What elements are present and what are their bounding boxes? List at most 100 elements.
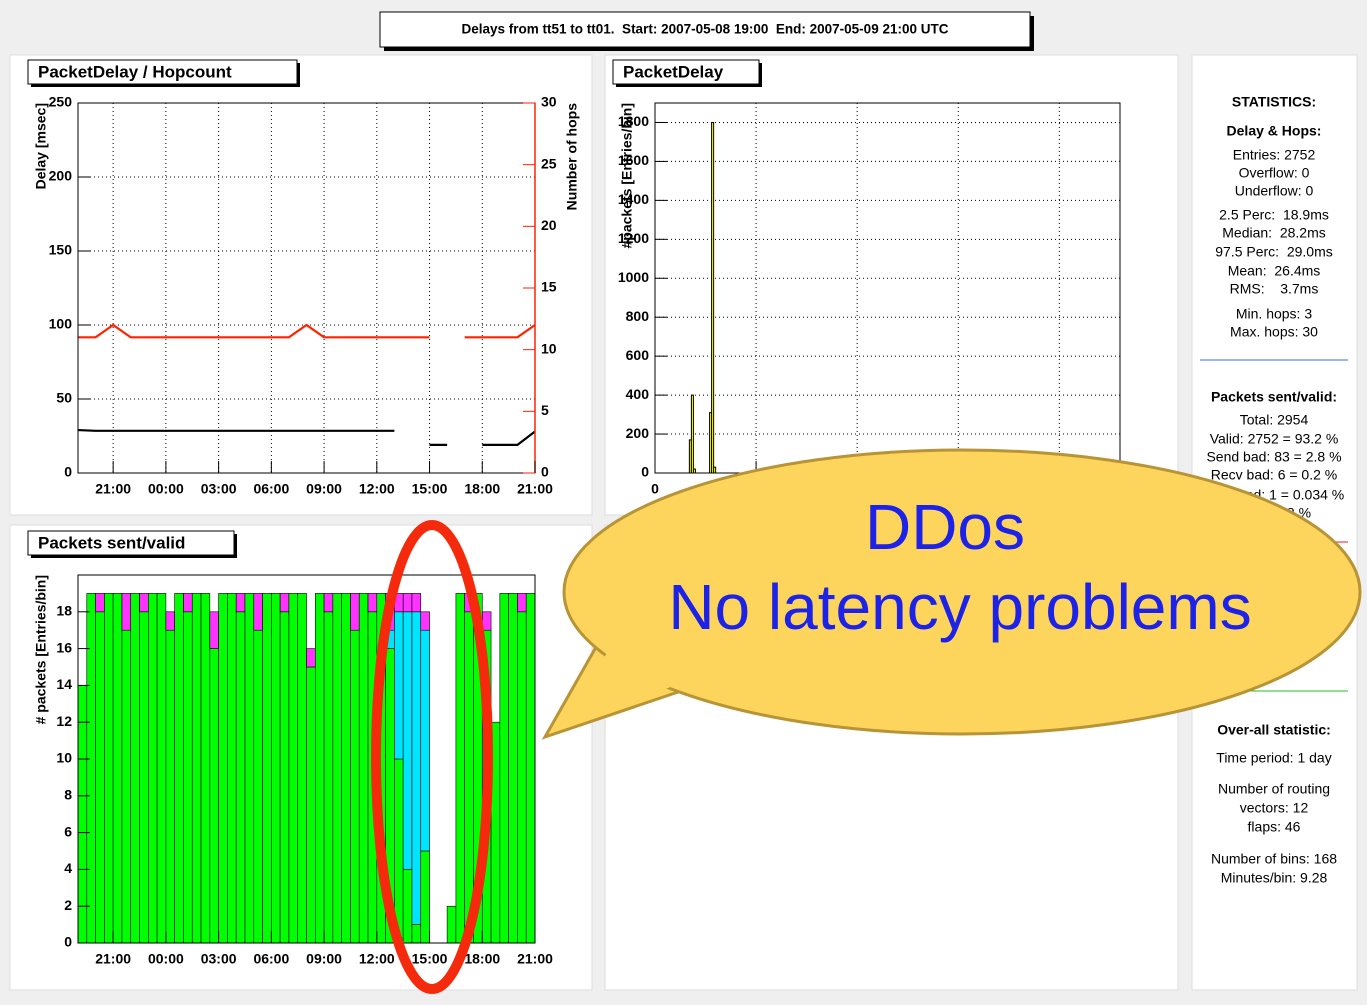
x-tick-label: 06:00 xyxy=(253,951,289,967)
y-tick-label: 250 xyxy=(49,94,73,110)
stack-segment xyxy=(140,612,149,943)
stack-segment xyxy=(280,612,289,943)
stack-segment xyxy=(166,612,175,630)
x-tick-label: 18:00 xyxy=(464,481,500,497)
callout-text: No latency problems xyxy=(668,571,1251,643)
stack-segment xyxy=(456,593,465,943)
stack-segment xyxy=(298,593,307,943)
chart-title: PacketDelay / Hopcount xyxy=(38,62,232,81)
stack-segment xyxy=(500,593,509,943)
stack-segment xyxy=(210,612,219,649)
y2-tick-label: 30 xyxy=(541,94,557,110)
x-tick-label: 06:00 xyxy=(253,481,289,497)
stack-segment xyxy=(421,612,430,630)
stack-segment xyxy=(96,593,105,611)
y2-tick-label: 0 xyxy=(541,464,549,480)
stats-line: Entries: 2752 xyxy=(1233,147,1316,163)
y-tick-label: 6 xyxy=(64,823,72,839)
stack-segment xyxy=(465,612,474,943)
stack-segment xyxy=(517,593,526,611)
hist-bar xyxy=(712,122,714,473)
stack-segment xyxy=(324,593,333,611)
x-tick-label: 09:00 xyxy=(306,951,342,967)
stack-segment xyxy=(254,630,263,943)
y-tick-label: 16 xyxy=(56,639,72,655)
chart-title: Packets sent/valid xyxy=(38,533,185,552)
x-tick-label: 12:00 xyxy=(359,951,395,967)
y-tick-label: 0 xyxy=(64,464,72,480)
stack-segment xyxy=(157,593,166,943)
y2-tick-label: 20 xyxy=(541,217,557,233)
y2-tick-label: 25 xyxy=(541,155,557,171)
y-tick-label: 10 xyxy=(56,750,72,766)
stack-segment xyxy=(289,593,298,943)
stats-line: 2.5 Perc: 18.9ms xyxy=(1219,207,1329,223)
x-tick-label: 15:00 xyxy=(412,481,448,497)
y-tick-label: 8 xyxy=(64,787,72,803)
stack-segment xyxy=(227,593,236,943)
stats-line: Number of routing xyxy=(1218,781,1330,797)
stack-segment xyxy=(131,593,140,943)
stack-segment xyxy=(219,593,228,943)
stack-segment xyxy=(403,869,412,943)
stats-line: Min. hops: 3 xyxy=(1236,306,1312,322)
stack-segment xyxy=(245,593,254,943)
stats-heading: Delay & Hops: xyxy=(1227,123,1322,139)
stack-segment xyxy=(421,630,430,851)
x-tick-label: 21:00 xyxy=(95,951,131,967)
stack-segment xyxy=(333,593,342,943)
stats-line: Max. hops: 30 xyxy=(1230,324,1318,340)
stack-segment xyxy=(183,593,192,611)
dashboard: Delays from tt51 to tt01. Start: 2007-05… xyxy=(0,0,1367,1005)
x-tick-label: 21:00 xyxy=(517,951,553,967)
x-tick-label: 18:00 xyxy=(464,951,500,967)
stack-segment xyxy=(509,593,518,943)
y-tick-label: 0 xyxy=(64,934,72,950)
stack-segment xyxy=(236,593,245,611)
y2-axis-title: Number of hops xyxy=(564,103,580,211)
stack-segment xyxy=(517,612,526,943)
stack-segment xyxy=(78,685,87,943)
stack-segment xyxy=(412,593,421,611)
y2-tick-label: 15 xyxy=(541,279,557,295)
stats-line: Minutes/bin: 9.28 xyxy=(1221,870,1328,886)
stats-heading: Over-all statistic: xyxy=(1217,722,1331,738)
stack-segment xyxy=(350,593,359,630)
stack-segment xyxy=(350,630,359,943)
y-tick-label: 1000 xyxy=(618,269,649,285)
stack-segment xyxy=(122,593,131,630)
x-tick-label: 03:00 xyxy=(201,481,237,497)
y2-tick-label: 5 xyxy=(541,402,549,418)
stack-segment xyxy=(271,593,280,943)
stack-segment xyxy=(324,612,333,943)
x-tick-label: 21:00 xyxy=(95,481,131,497)
plot-area xyxy=(78,103,535,473)
stack-segment xyxy=(403,593,412,611)
page-title: Delays from tt51 to tt01. Start: 2007-05… xyxy=(462,22,949,37)
stack-segment xyxy=(236,612,245,943)
y-tick-label: 400 xyxy=(626,386,650,402)
stats-line: Underflow: 0 xyxy=(1235,183,1314,199)
y-axis-title: #packets [Entries/bin] xyxy=(619,103,635,249)
stats-line: RMS: 3.7ms xyxy=(1230,281,1319,297)
y-tick-label: 18 xyxy=(56,603,72,619)
stack-segment xyxy=(447,906,456,943)
y-tick-label: 12 xyxy=(56,713,72,729)
stack-segment xyxy=(192,593,201,943)
y-tick-label: 600 xyxy=(626,347,650,363)
stats-line: Send bad: 83 = 2.8 % xyxy=(1206,449,1341,465)
stats-line: Total: 2954 xyxy=(1240,412,1309,428)
stats-heading: Packets sent/valid: xyxy=(1211,389,1337,405)
stats-line: Valid: 2752 = 93.2 % xyxy=(1210,431,1339,447)
stack-segment xyxy=(280,593,289,611)
y2-tick-label: 10 xyxy=(541,340,557,356)
stack-segment xyxy=(359,593,368,943)
stack-segment xyxy=(96,612,105,943)
stack-segment xyxy=(210,649,219,943)
y-tick-label: 200 xyxy=(626,425,650,441)
plot-area xyxy=(655,103,1120,473)
y-tick-label: 100 xyxy=(49,316,73,332)
stack-segment xyxy=(148,593,157,943)
x-tick-label: 09:00 xyxy=(306,481,342,497)
y-tick-label: 150 xyxy=(49,242,73,258)
